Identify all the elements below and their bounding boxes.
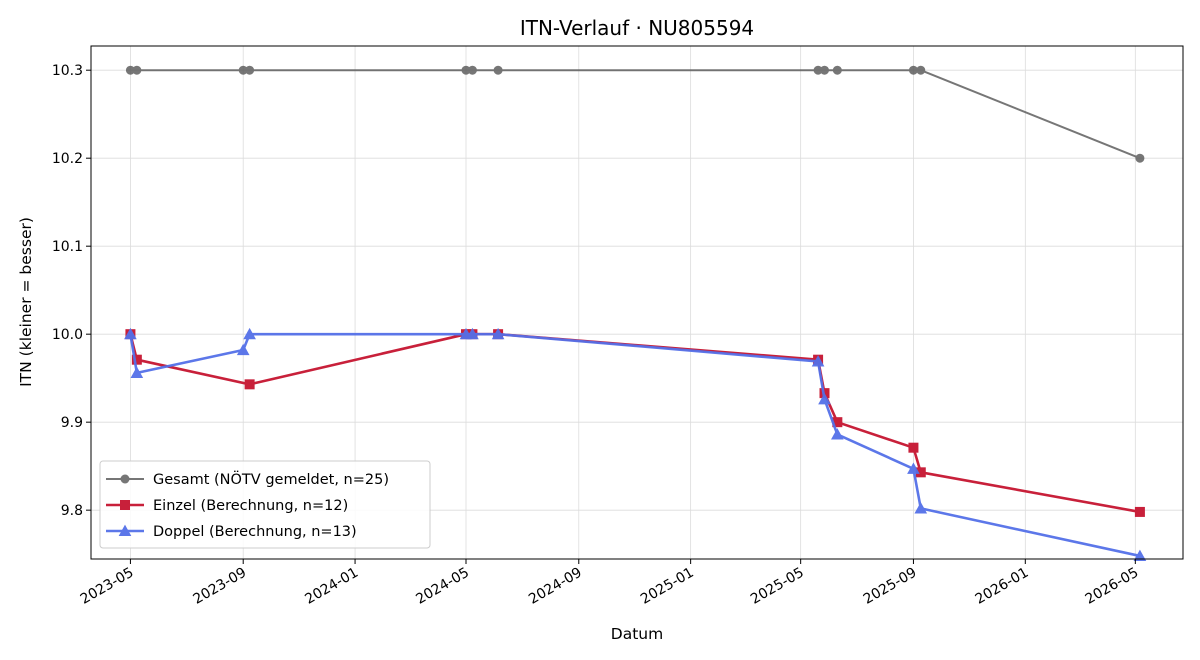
data-point — [466, 327, 479, 340]
data-point — [818, 392, 831, 405]
data-point — [813, 65, 823, 75]
legend: Gesamt (NÖTV gemeldet, n=25) Einzel (Bere… — [99, 460, 431, 549]
x-axis-title: Datum — [611, 625, 663, 643]
data-point — [907, 462, 920, 474]
data-point — [491, 327, 505, 340]
data-point — [130, 366, 144, 378]
data-point — [914, 502, 928, 514]
data-point — [831, 428, 844, 440]
y-tick-label: 9.9 — [61, 415, 83, 431]
plot-frame — [90, 45, 1184, 560]
data-point — [236, 343, 250, 356]
legend-label: Gesamt (NÖTV gemeldet, n=25) — [153, 470, 389, 488]
legend-marker — [120, 474, 130, 484]
data-point — [832, 65, 842, 75]
data-point — [1133, 549, 1147, 561]
legend-swatch — [106, 524, 144, 537]
data-point — [131, 354, 142, 365]
series-layer — [124, 65, 1147, 561]
data-point — [461, 65, 471, 75]
legend-swatch — [106, 500, 144, 510]
data-point — [245, 65, 255, 75]
y-tick-label: 10.3 — [52, 63, 83, 79]
data-point — [908, 442, 919, 453]
data-point — [811, 355, 825, 367]
y-tick-label: 10.0 — [52, 327, 83, 343]
data-point — [1135, 153, 1145, 163]
legend-box — [99, 460, 431, 549]
chart-title: ITN-Verlauf · NU805594 — [520, 16, 754, 40]
data-point — [1134, 506, 1145, 517]
data-point — [467, 65, 477, 75]
legend-label: Doppel (Berechnung, n=13) — [153, 524, 357, 540]
data-point — [908, 65, 918, 75]
data-point — [832, 417, 843, 428]
y-tick-label: 10.1 — [52, 239, 83, 255]
legend-swatch — [106, 474, 144, 484]
y-tick-label: 10.2 — [52, 151, 83, 167]
series-circle — [125, 65, 1145, 163]
legend-marker — [118, 524, 132, 537]
y-axis-title: ITN (kleiner = besser) — [17, 217, 35, 387]
series-triangle — [124, 327, 1147, 561]
data-point — [493, 65, 503, 75]
y-tick-label: 9.8 — [61, 503, 83, 519]
legend-marker — [120, 500, 130, 510]
legend-label: Einzel (Berechnung, n=12) — [153, 498, 348, 514]
data-point — [125, 65, 135, 75]
data-point — [243, 327, 256, 340]
data-point — [916, 65, 926, 75]
data-point — [820, 65, 830, 75]
data-point — [915, 467, 926, 478]
data-point — [238, 65, 248, 75]
data-point — [132, 65, 142, 75]
data-point — [124, 327, 137, 340]
data-point — [244, 379, 255, 390]
